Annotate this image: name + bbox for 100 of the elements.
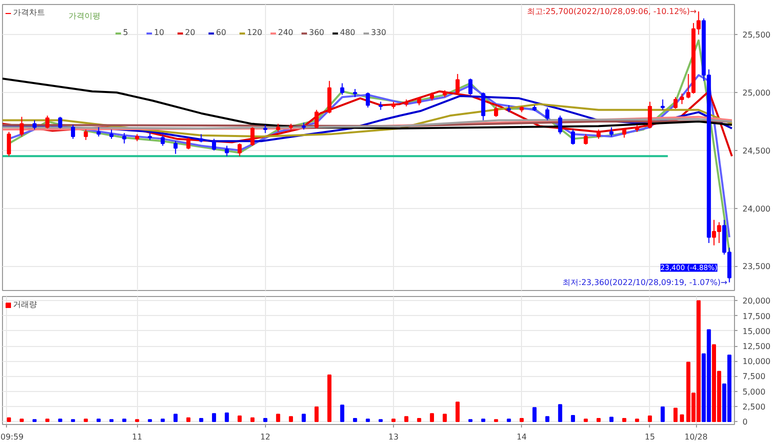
bar — [250, 417, 255, 422]
bar — [45, 418, 50, 422]
candlestick — [494, 106, 498, 118]
candlestick — [648, 101, 652, 129]
candlestick — [622, 128, 626, 138]
x-tick-label: 10/28 — [684, 432, 708, 442]
line-series — [2, 103, 733, 138]
x-tick-label: 11 — [132, 432, 142, 442]
candlestick — [609, 126, 614, 137]
y-tick-label: 5,000 — [742, 387, 766, 396]
bar — [327, 374, 332, 422]
bar — [558, 404, 562, 422]
candlestick — [660, 98, 665, 110]
x-tick-label: 13 — [388, 432, 399, 442]
bar — [506, 418, 511, 422]
y-tick-label: 20,000 — [742, 296, 770, 306]
y-tick-label: 10,000 — [742, 357, 770, 366]
legend-label: 10 — [154, 28, 166, 37]
text: 가격차트 — [13, 7, 45, 18]
legend-label: 60 — [216, 28, 228, 37]
bar — [660, 406, 665, 422]
bar — [366, 418, 370, 422]
y-tick-label: 7,500 — [742, 372, 766, 382]
bar — [276, 414, 280, 422]
legend-label: 480 — [340, 28, 356, 37]
bar — [391, 418, 396, 422]
bar — [288, 416, 293, 422]
bar — [353, 418, 358, 422]
bar — [532, 407, 537, 422]
bar — [481, 418, 486, 422]
bar — [238, 416, 242, 422]
y-tick-label: 24,500 — [742, 146, 770, 156]
bar — [20, 418, 24, 422]
bar — [96, 418, 101, 422]
candlestick — [238, 142, 242, 157]
candlestick — [6, 131, 11, 157]
candlestick — [20, 116, 24, 137]
bar — [673, 408, 678, 422]
candlestick — [340, 82, 344, 96]
y-tick-label: 17,500 — [742, 312, 770, 321]
y-tick-label: 0 — [742, 417, 748, 426]
bar — [622, 418, 626, 422]
bar — [456, 402, 460, 422]
legend-label: 360 — [309, 28, 326, 37]
candlestick — [570, 129, 576, 146]
candlestick — [84, 129, 88, 140]
candlestick — [160, 134, 165, 146]
candlestick — [109, 129, 114, 140]
candlestick — [366, 92, 370, 108]
bar — [6, 417, 11, 422]
legend-label: 240 — [278, 28, 294, 37]
bar — [570, 414, 576, 422]
legend-label: 20 — [185, 28, 196, 37]
bar — [442, 414, 447, 422]
candlestick — [174, 140, 178, 154]
candlestick — [468, 78, 472, 96]
candlestick — [70, 124, 76, 140]
candlestick — [58, 116, 62, 129]
bar — [122, 418, 126, 422]
bar — [680, 414, 684, 422]
candlestick — [584, 134, 588, 146]
candlestick — [122, 132, 126, 144]
annotation: 최저:23,360(2022/10/28,09:19, -1.07%)→ — [562, 278, 728, 287]
candlestick — [481, 92, 486, 121]
bar — [635, 418, 640, 422]
bar — [174, 414, 178, 422]
x-tick-label: 15 — [644, 432, 655, 442]
bar — [199, 418, 204, 422]
annotation: 최고:25,700(2022/10/28,09:06, -10.12%)→ — [526, 6, 697, 16]
bar — [212, 413, 216, 422]
legend-title: 가격이평 — [68, 12, 100, 20]
bar — [58, 418, 62, 422]
bar — [302, 414, 306, 422]
y-tick-label: 25,500 — [742, 30, 770, 40]
bar — [340, 404, 344, 422]
x-tick-label: 14 — [516, 432, 527, 442]
legend-label: 5 — [123, 28, 130, 37]
candlestick — [224, 145, 229, 157]
candlestick — [456, 73, 460, 94]
legend-label: 330 — [371, 28, 388, 37]
bar — [648, 416, 652, 422]
y-tick-label: 2,500 — [742, 402, 766, 412]
bar — [520, 418, 524, 422]
candlestick — [250, 126, 255, 146]
y-tick-label: 24,000 — [742, 204, 770, 214]
bar — [609, 416, 614, 422]
bar — [224, 412, 229, 422]
x-tick-label: 12 — [260, 432, 270, 442]
bar — [584, 418, 588, 422]
legend-label: 120 — [247, 28, 264, 37]
candlestick — [32, 120, 37, 130]
y-tick-label: 23,500 — [742, 262, 770, 272]
bar — [84, 418, 88, 422]
legend-label: 거래량 — [13, 299, 37, 310]
bar — [596, 418, 601, 422]
bar — [263, 418, 268, 422]
candlestick — [596, 129, 601, 140]
candlestick — [558, 115, 562, 135]
y-tick-label: 25,000 — [742, 88, 770, 98]
candlestick — [186, 137, 190, 150]
